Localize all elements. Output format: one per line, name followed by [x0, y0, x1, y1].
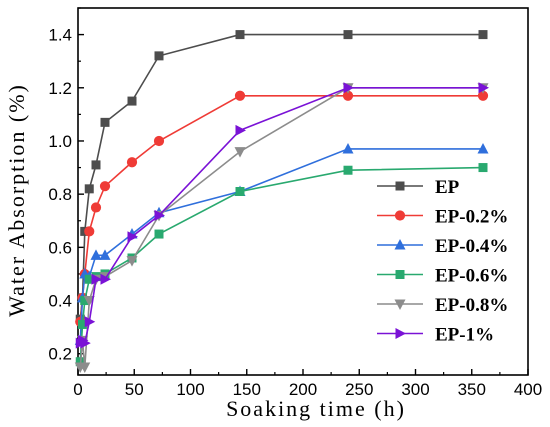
data-point-ep-0-4 [99, 249, 111, 260]
x-tick-label: 400 [514, 380, 542, 399]
data-point-ep [235, 30, 245, 40]
data-point-ep [127, 96, 137, 106]
data-point-ep-0-4 [477, 142, 489, 154]
legend-item-ep-0-4: EP-0.4% [377, 236, 508, 257]
legend-marker [394, 239, 406, 250]
data-point-ep-0-4 [342, 142, 354, 154]
data-point-ep-0-2 [342, 90, 354, 101]
data-point-ep-1 [84, 316, 96, 328]
x-tick-label: 100 [176, 380, 204, 399]
series-line-ep-0-6 [79, 166, 484, 362]
axes: 0 50 100 150 200 250 300 350 400 0.2 0.4 0.6 0.8 1.0 1… [48, 7, 542, 399]
y-tick-label: 0.8 [48, 185, 72, 204]
plot-frame [77, 7, 529, 376]
data-point-ep-1 [235, 124, 246, 136]
series-ep [75, 30, 488, 324]
legend: EP EP-0.2% EP-0.4% EP-0.6% EP-0.8% EP-1% [377, 177, 508, 346]
data-point-ep-0-4 [90, 249, 102, 260]
data-point-ep [100, 117, 110, 127]
series-ep-0-6 [75, 163, 488, 367]
data-point-ep-1 [80, 337, 91, 349]
x-tick-label: 350 [458, 380, 486, 399]
legend-marker [394, 299, 406, 310]
data-point-ep-0-6 [154, 229, 164, 239]
data-point-ep [478, 30, 488, 40]
legend-label: EP-0.4% [435, 236, 508, 257]
data-point-ep [84, 184, 94, 194]
x-tick-label: 300 [401, 380, 429, 399]
data-point-ep-0-6 [343, 165, 353, 175]
data-point-ep-0-6 [84, 274, 94, 284]
x-tick-label: 0 [73, 380, 82, 399]
data-point-ep-0-8 [234, 147, 246, 158]
series-ep-0-4 [74, 142, 489, 345]
legend-item-ep-0-2: EP-0.2% [377, 207, 508, 228]
data-point-ep-0-2 [477, 90, 489, 101]
data-point-ep-0-2 [99, 181, 111, 192]
data-point-ep-0-6 [80, 296, 90, 306]
y-tick-label: 1.2 [48, 79, 72, 98]
data-point-ep-1 [91, 273, 102, 285]
legend-label: EP-0.2% [435, 207, 508, 228]
series-ep-1 [75, 82, 489, 349]
legend-marker [395, 270, 405, 279]
y-tick-label: 0.2 [48, 345, 72, 364]
series-line-ep-0-2 [79, 95, 483, 322]
data-point-ep-0-8 [83, 296, 95, 307]
legend-item-ep-1: EP-1% [377, 325, 494, 346]
y-tick-label: 1.4 [48, 26, 72, 45]
series-ep-0-8 [74, 83, 489, 374]
legend-item-ep: EP [377, 177, 460, 198]
x-tick-label: 200 [289, 380, 317, 399]
x-axis-title: Soaking time (h) [226, 396, 406, 421]
y-tick-label: 0.6 [48, 238, 72, 257]
series-layer [74, 30, 489, 374]
legend-label: EP [435, 177, 460, 198]
data-point-ep-0-2 [90, 202, 102, 213]
data-point-ep-1 [100, 273, 111, 285]
y-axis-title: Water Absorption (%) [4, 83, 29, 317]
data-point-ep [343, 30, 353, 40]
legend-label: EP-1% [435, 325, 494, 346]
legend-label: EP-0.8% [435, 295, 508, 316]
series-line-ep [79, 33, 483, 320]
data-point-ep-0-8 [79, 362, 91, 374]
legend-marker [395, 328, 406, 339]
legend-marker [395, 181, 405, 191]
legend-label: EP-0.6% [435, 266, 508, 287]
data-point-ep-1 [154, 209, 165, 221]
legend-marker [394, 210, 406, 221]
data-point-ep-0-2 [234, 90, 246, 101]
data-point-ep [154, 51, 164, 61]
data-point-ep-0-6 [235, 187, 245, 196]
legend-item-ep-0-6: EP-0.6% [377, 266, 508, 287]
legend-item-ep-0-8: EP-0.8% [377, 295, 508, 316]
data-point-ep-0-2 [153, 135, 165, 147]
data-point-ep-0-8 [126, 256, 138, 267]
y-tick-label: 1.0 [48, 132, 72, 151]
data-point-ep-0-6 [78, 319, 87, 329]
data-point-ep-1 [343, 82, 354, 94]
x-tick-label: 150 [233, 380, 261, 399]
data-point-ep-1 [127, 231, 138, 243]
data-point-ep [91, 160, 101, 170]
x-tick-label: 250 [345, 380, 373, 399]
data-point-ep-0-2 [84, 226, 95, 237]
data-point-ep-0-6 [478, 163, 488, 173]
x-tick-label: 50 [125, 380, 144, 399]
data-point-ep-1 [478, 82, 489, 94]
y-tick-label: 0.4 [48, 292, 72, 311]
data-point-ep-0-2 [126, 157, 138, 168]
